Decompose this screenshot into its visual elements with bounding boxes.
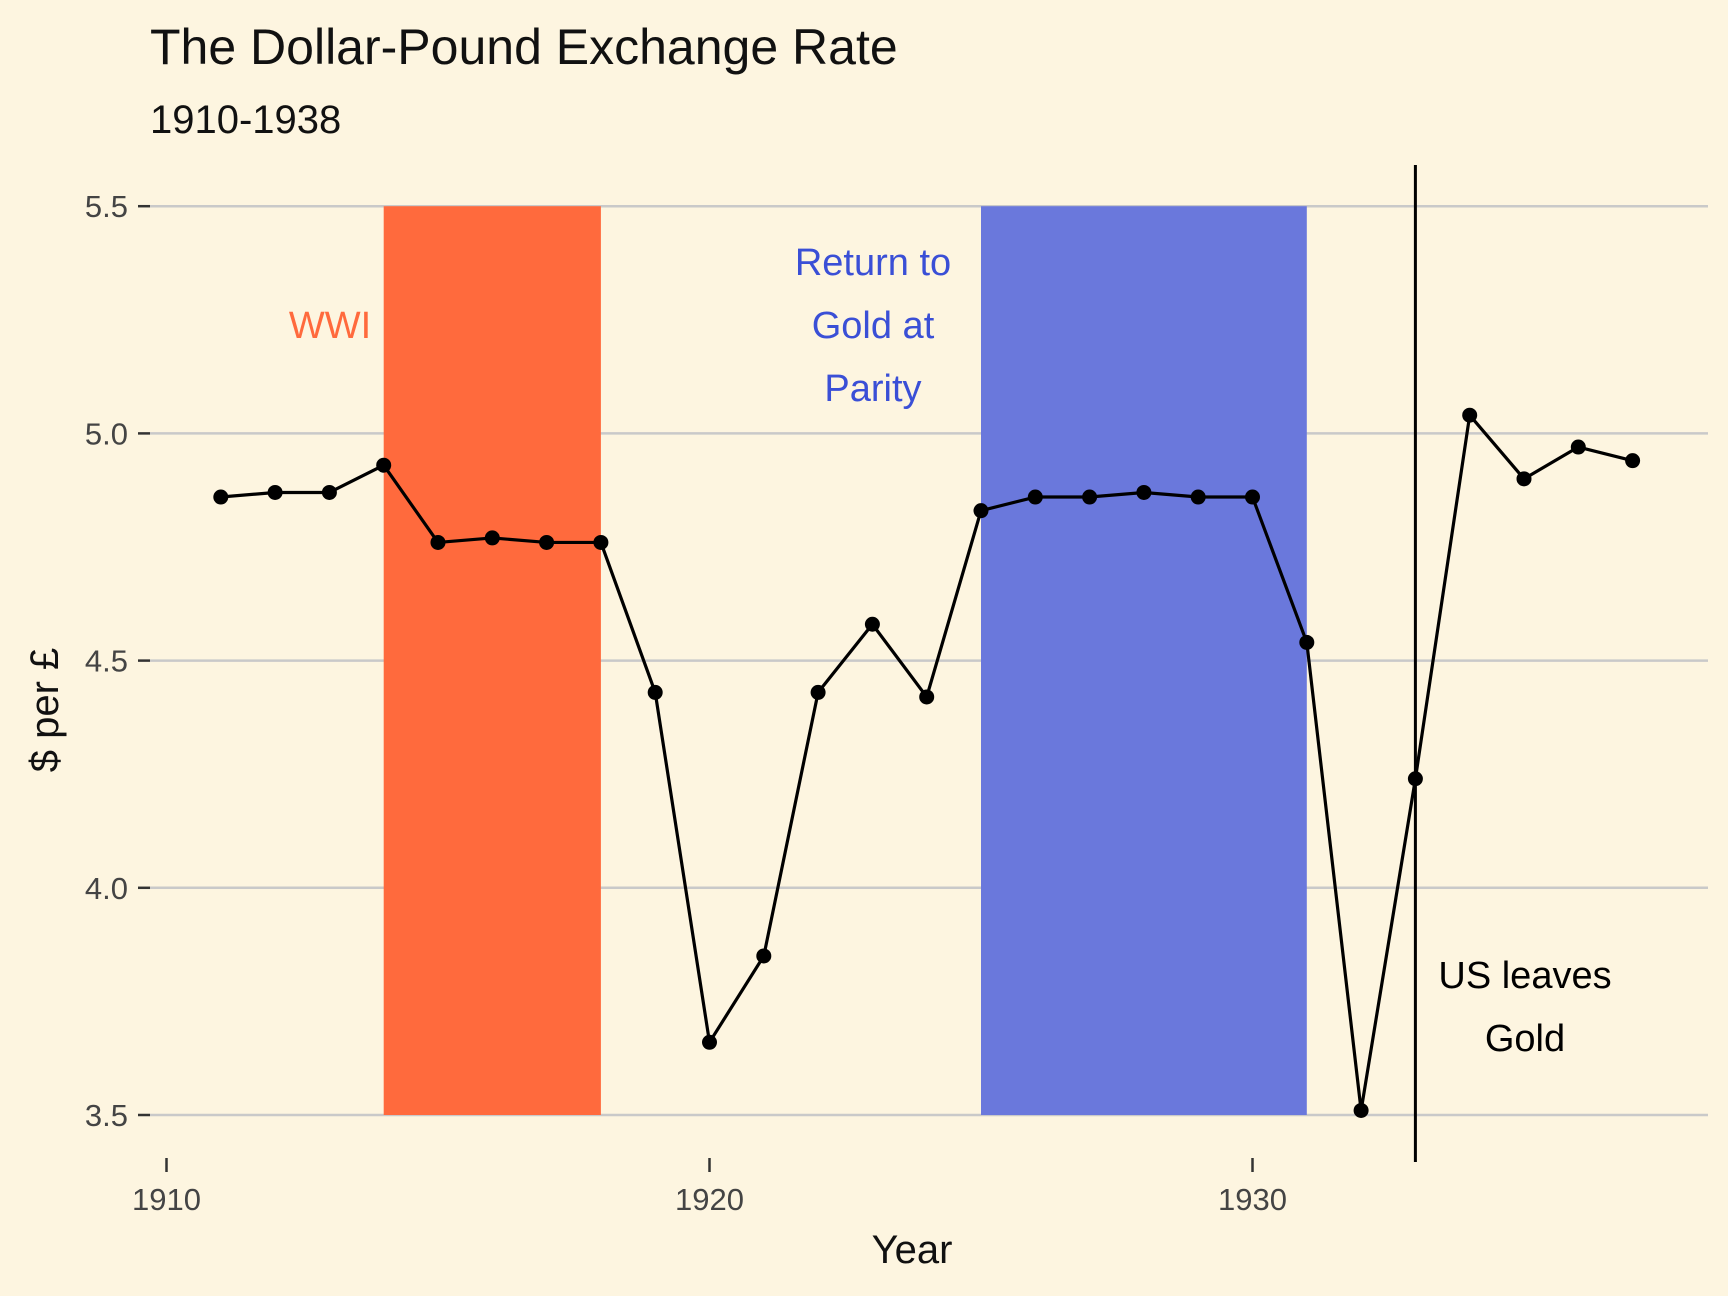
x-tick-label: 1910 bbox=[132, 1182, 201, 1217]
data-point bbox=[376, 457, 392, 473]
return-to-gold-annotation: Return to Gold at Parity bbox=[795, 242, 951, 410]
shaded-region-2 bbox=[981, 206, 1307, 1115]
data-point bbox=[321, 484, 337, 500]
annotations: WWI Return to Gold at Parity US leaves Gold bbox=[289, 242, 1612, 1060]
data-point bbox=[593, 534, 609, 550]
data-point bbox=[702, 1034, 717, 1050]
return-to-gold-annotation-line: Parity bbox=[824, 368, 921, 410]
data-point bbox=[484, 530, 500, 546]
data-point bbox=[810, 684, 826, 700]
y-axis-title: $ per £ bbox=[23, 648, 67, 773]
x-tick-label: 1930 bbox=[1218, 1182, 1287, 1217]
y-tick-label: 3.5 bbox=[85, 1098, 128, 1133]
data-point bbox=[973, 503, 989, 519]
x-axis-title: Year bbox=[872, 1228, 953, 1272]
us-leaves-gold-annotation-line: Gold bbox=[1485, 1018, 1565, 1060]
data-point bbox=[1027, 489, 1043, 505]
y-tick-label: 4.0 bbox=[85, 871, 128, 906]
y-tick-label: 5.0 bbox=[85, 416, 128, 451]
data-point bbox=[1570, 439, 1586, 455]
series bbox=[213, 407, 1641, 1118]
y-axis: 3.5 4.0 4.5 5.0 5.5 bbox=[85, 189, 150, 1133]
data-point bbox=[267, 484, 283, 500]
data-point bbox=[430, 534, 446, 550]
us-leaves-gold-annotation: US leaves Gold bbox=[1438, 955, 1611, 1060]
data-point bbox=[1299, 634, 1315, 650]
data-point bbox=[213, 489, 229, 505]
data-point bbox=[539, 534, 555, 550]
data-point bbox=[919, 689, 935, 705]
data-point bbox=[864, 616, 880, 632]
data-point bbox=[1082, 489, 1098, 505]
data-point bbox=[1245, 489, 1260, 505]
data-point bbox=[1462, 407, 1478, 423]
shaded-region-1 bbox=[383, 206, 601, 1115]
data-point bbox=[647, 684, 663, 700]
data-point bbox=[1625, 453, 1641, 469]
return-to-gold-annotation-line: Return to bbox=[795, 242, 951, 284]
us-leaves-gold-annotation-line: US leaves bbox=[1438, 955, 1611, 997]
x-tick-label: 1920 bbox=[675, 1182, 744, 1217]
return-to-gold-annotation-line: Gold at bbox=[812, 305, 935, 347]
data-point bbox=[1353, 1102, 1369, 1118]
y-tick-label: 5.5 bbox=[85, 189, 128, 224]
chart-title: The Dollar-Pound Exchange Rate bbox=[150, 19, 898, 75]
y-tick-label: 4.5 bbox=[85, 644, 128, 679]
data-point bbox=[1516, 471, 1532, 487]
x-axis: 1910 1920 1930 bbox=[132, 1158, 1287, 1217]
chart-subtitle: 1910-1938 bbox=[150, 98, 341, 142]
data-point bbox=[1136, 484, 1152, 500]
data-point bbox=[1190, 489, 1206, 505]
data-point bbox=[756, 948, 772, 964]
wwi-annotation: WWI bbox=[289, 305, 371, 347]
shaded-regions bbox=[383, 206, 1307, 1115]
